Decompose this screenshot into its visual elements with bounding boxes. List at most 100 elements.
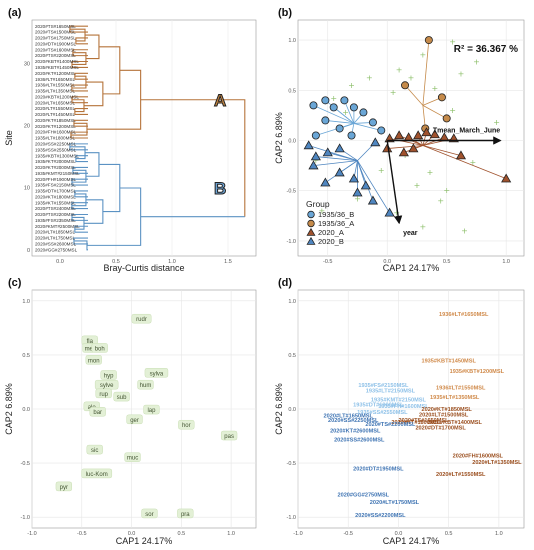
species-label-box xyxy=(95,388,112,399)
a-x-tick-label: 0.5 xyxy=(112,259,120,265)
site-label: 2020#TS#1650MSL xyxy=(399,418,450,424)
leaf-label: 2020#FH#1600MSL xyxy=(35,130,77,135)
cluster-label-b: B xyxy=(214,179,226,198)
species-mark: + xyxy=(470,158,477,167)
species-label: sylve xyxy=(100,383,114,389)
x-axis-title-d: CAP1 24.17% xyxy=(383,536,440,546)
species-label: lap xyxy=(147,408,156,414)
species-mark: + xyxy=(312,156,319,165)
site-marker-circle xyxy=(359,108,368,117)
site-marker-triangle xyxy=(455,150,467,160)
legend-marker-circle xyxy=(307,210,315,219)
c-y-tick-label: 0.0 xyxy=(22,407,30,413)
leaf-label: 2020#LT#1750MSL xyxy=(35,236,75,241)
spider-line xyxy=(422,105,447,119)
site-marker-circle xyxy=(442,114,451,123)
site-label: 2020#KT#1850MSL xyxy=(421,407,472,413)
leaf-label: 2020#SS#2600MSL xyxy=(35,242,77,247)
d-x-tick-label: 0.5 xyxy=(445,531,453,537)
site-label: 2020#LT#1650MSL xyxy=(324,413,374,419)
site-marker-circle xyxy=(340,96,349,105)
leaf-label: 2020#DT#1900MSL xyxy=(35,41,77,46)
b-y-tick-label: -1.0 xyxy=(287,239,296,245)
site-label: 1935#KBT#1200MSL xyxy=(450,369,505,375)
species-label: sor xyxy=(145,512,153,518)
legend-entry: 2020_B xyxy=(318,237,344,246)
dendrogram-branch xyxy=(74,190,88,198)
a-y-tick-label: 0 xyxy=(27,248,30,254)
dendrogram-branch xyxy=(98,163,121,213)
species-label: sub xyxy=(117,395,127,401)
species-label-box xyxy=(81,468,113,479)
site-scores-panel: 1936#LT#1650MSL 1935#KBT#1450MSL 1935#KBT#… xyxy=(274,289,525,546)
site-marker-triangle xyxy=(429,129,440,139)
species-scores-panel: rudrflamebohmonhypsylvasylvehumrupsubalo… xyxy=(4,289,257,546)
leaf-label: 1936#LT#1550MSL xyxy=(35,83,75,88)
c-x-tick-label: -0.5 xyxy=(77,531,86,537)
y-axis-title-a: Site xyxy=(4,130,14,146)
d-x-tick-label: 1.0 xyxy=(495,531,503,537)
leaf-label: 2020#TS#2200MSL xyxy=(35,53,76,58)
spider-line xyxy=(387,145,423,149)
species-label: mon xyxy=(88,358,100,364)
site-label: 2020#LT#1350MSL xyxy=(472,460,522,466)
leaf-label: 2020#KT#1850MSL xyxy=(35,118,76,123)
species-mark: + xyxy=(420,222,427,231)
a-y-tick-label: 10 xyxy=(24,186,30,192)
species-label: pra xyxy=(181,512,190,518)
site-label: 1935#LT#2150MSL xyxy=(366,389,416,395)
site-label: 2020#FH#1600MSL xyxy=(453,454,504,460)
legend-marker-triangle xyxy=(306,227,316,236)
site-marker-triangle xyxy=(310,151,321,161)
site-marker-circle xyxy=(377,126,386,135)
site-marker-triangle xyxy=(398,147,409,157)
spider-line xyxy=(325,120,354,124)
spider-line xyxy=(344,100,355,124)
site-marker-triangle xyxy=(370,137,381,147)
dendrogram-branch xyxy=(74,225,88,233)
species-mark: + xyxy=(473,58,480,67)
c-x-tick-label: -1.0 xyxy=(27,531,36,537)
env-vector-arrow xyxy=(386,140,403,225)
panel-label-d: (d) xyxy=(278,277,292,289)
species-label: sic xyxy=(91,448,98,454)
site-label: 2020#KBT#1400MSL xyxy=(427,420,482,426)
species-mark: + xyxy=(396,66,403,75)
site-label: 2020#SS#2600MSL xyxy=(334,437,385,443)
dendrogram-branch xyxy=(85,152,100,177)
d-x-tick-label: -1.0 xyxy=(293,531,302,537)
site-marker-triangle xyxy=(352,187,363,197)
dendrogram-branch xyxy=(83,199,104,224)
spider-line xyxy=(357,160,374,201)
species-label: boh xyxy=(95,346,105,352)
species-label-box xyxy=(131,313,152,324)
species-label: pas xyxy=(224,434,234,440)
site-markers-b xyxy=(303,36,512,217)
b-x-tick-label: 0.0 xyxy=(383,259,391,265)
species-label-box xyxy=(85,355,102,365)
leaf-label: 2020#LT#1850MSL xyxy=(35,230,75,235)
leaf-label: 2020#KT#1800MSL xyxy=(35,194,76,199)
species-mark: + xyxy=(443,186,450,195)
site-marker-triangle xyxy=(308,160,319,170)
leaf-label: 1936#LT#1650MSL xyxy=(35,77,75,82)
c-y-tick-label: -1.0 xyxy=(21,515,30,521)
species-label-box xyxy=(220,430,238,441)
leaf-label: 2020#GG#2750MSL xyxy=(35,247,78,252)
species-label: luc-Kom xyxy=(86,472,108,478)
species-label-box xyxy=(178,419,195,430)
site-marker-triangle xyxy=(334,143,345,153)
site-marker-circle xyxy=(424,36,433,45)
species-label: muc xyxy=(127,456,138,462)
leaf-label: 2020#KMT#2500MSL xyxy=(35,224,80,229)
leaf-label: 2020#LT#1550MSL xyxy=(35,106,75,111)
species-mark: + xyxy=(330,94,337,103)
gridlines-c xyxy=(31,290,256,528)
leaf-label: 2020#TS#2400MSL xyxy=(35,206,76,211)
spider-line xyxy=(422,145,462,156)
spider-line xyxy=(315,123,355,136)
species-label: rudr xyxy=(136,317,147,323)
b-x-tick-label: -0.5 xyxy=(323,259,332,265)
site-marker-triangle xyxy=(501,173,512,183)
